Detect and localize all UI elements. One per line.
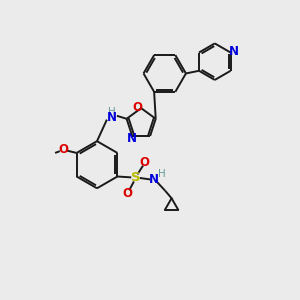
- Text: O: O: [140, 156, 149, 169]
- Text: O: O: [123, 187, 133, 200]
- Text: S: S: [131, 172, 140, 184]
- Text: N: N: [229, 45, 239, 58]
- Text: H: H: [108, 107, 116, 117]
- Text: O: O: [58, 143, 68, 157]
- Text: N: N: [127, 132, 136, 145]
- Text: N: N: [149, 173, 159, 186]
- Text: H: H: [158, 169, 166, 179]
- Text: N: N: [107, 111, 117, 124]
- Text: O: O: [132, 101, 142, 114]
